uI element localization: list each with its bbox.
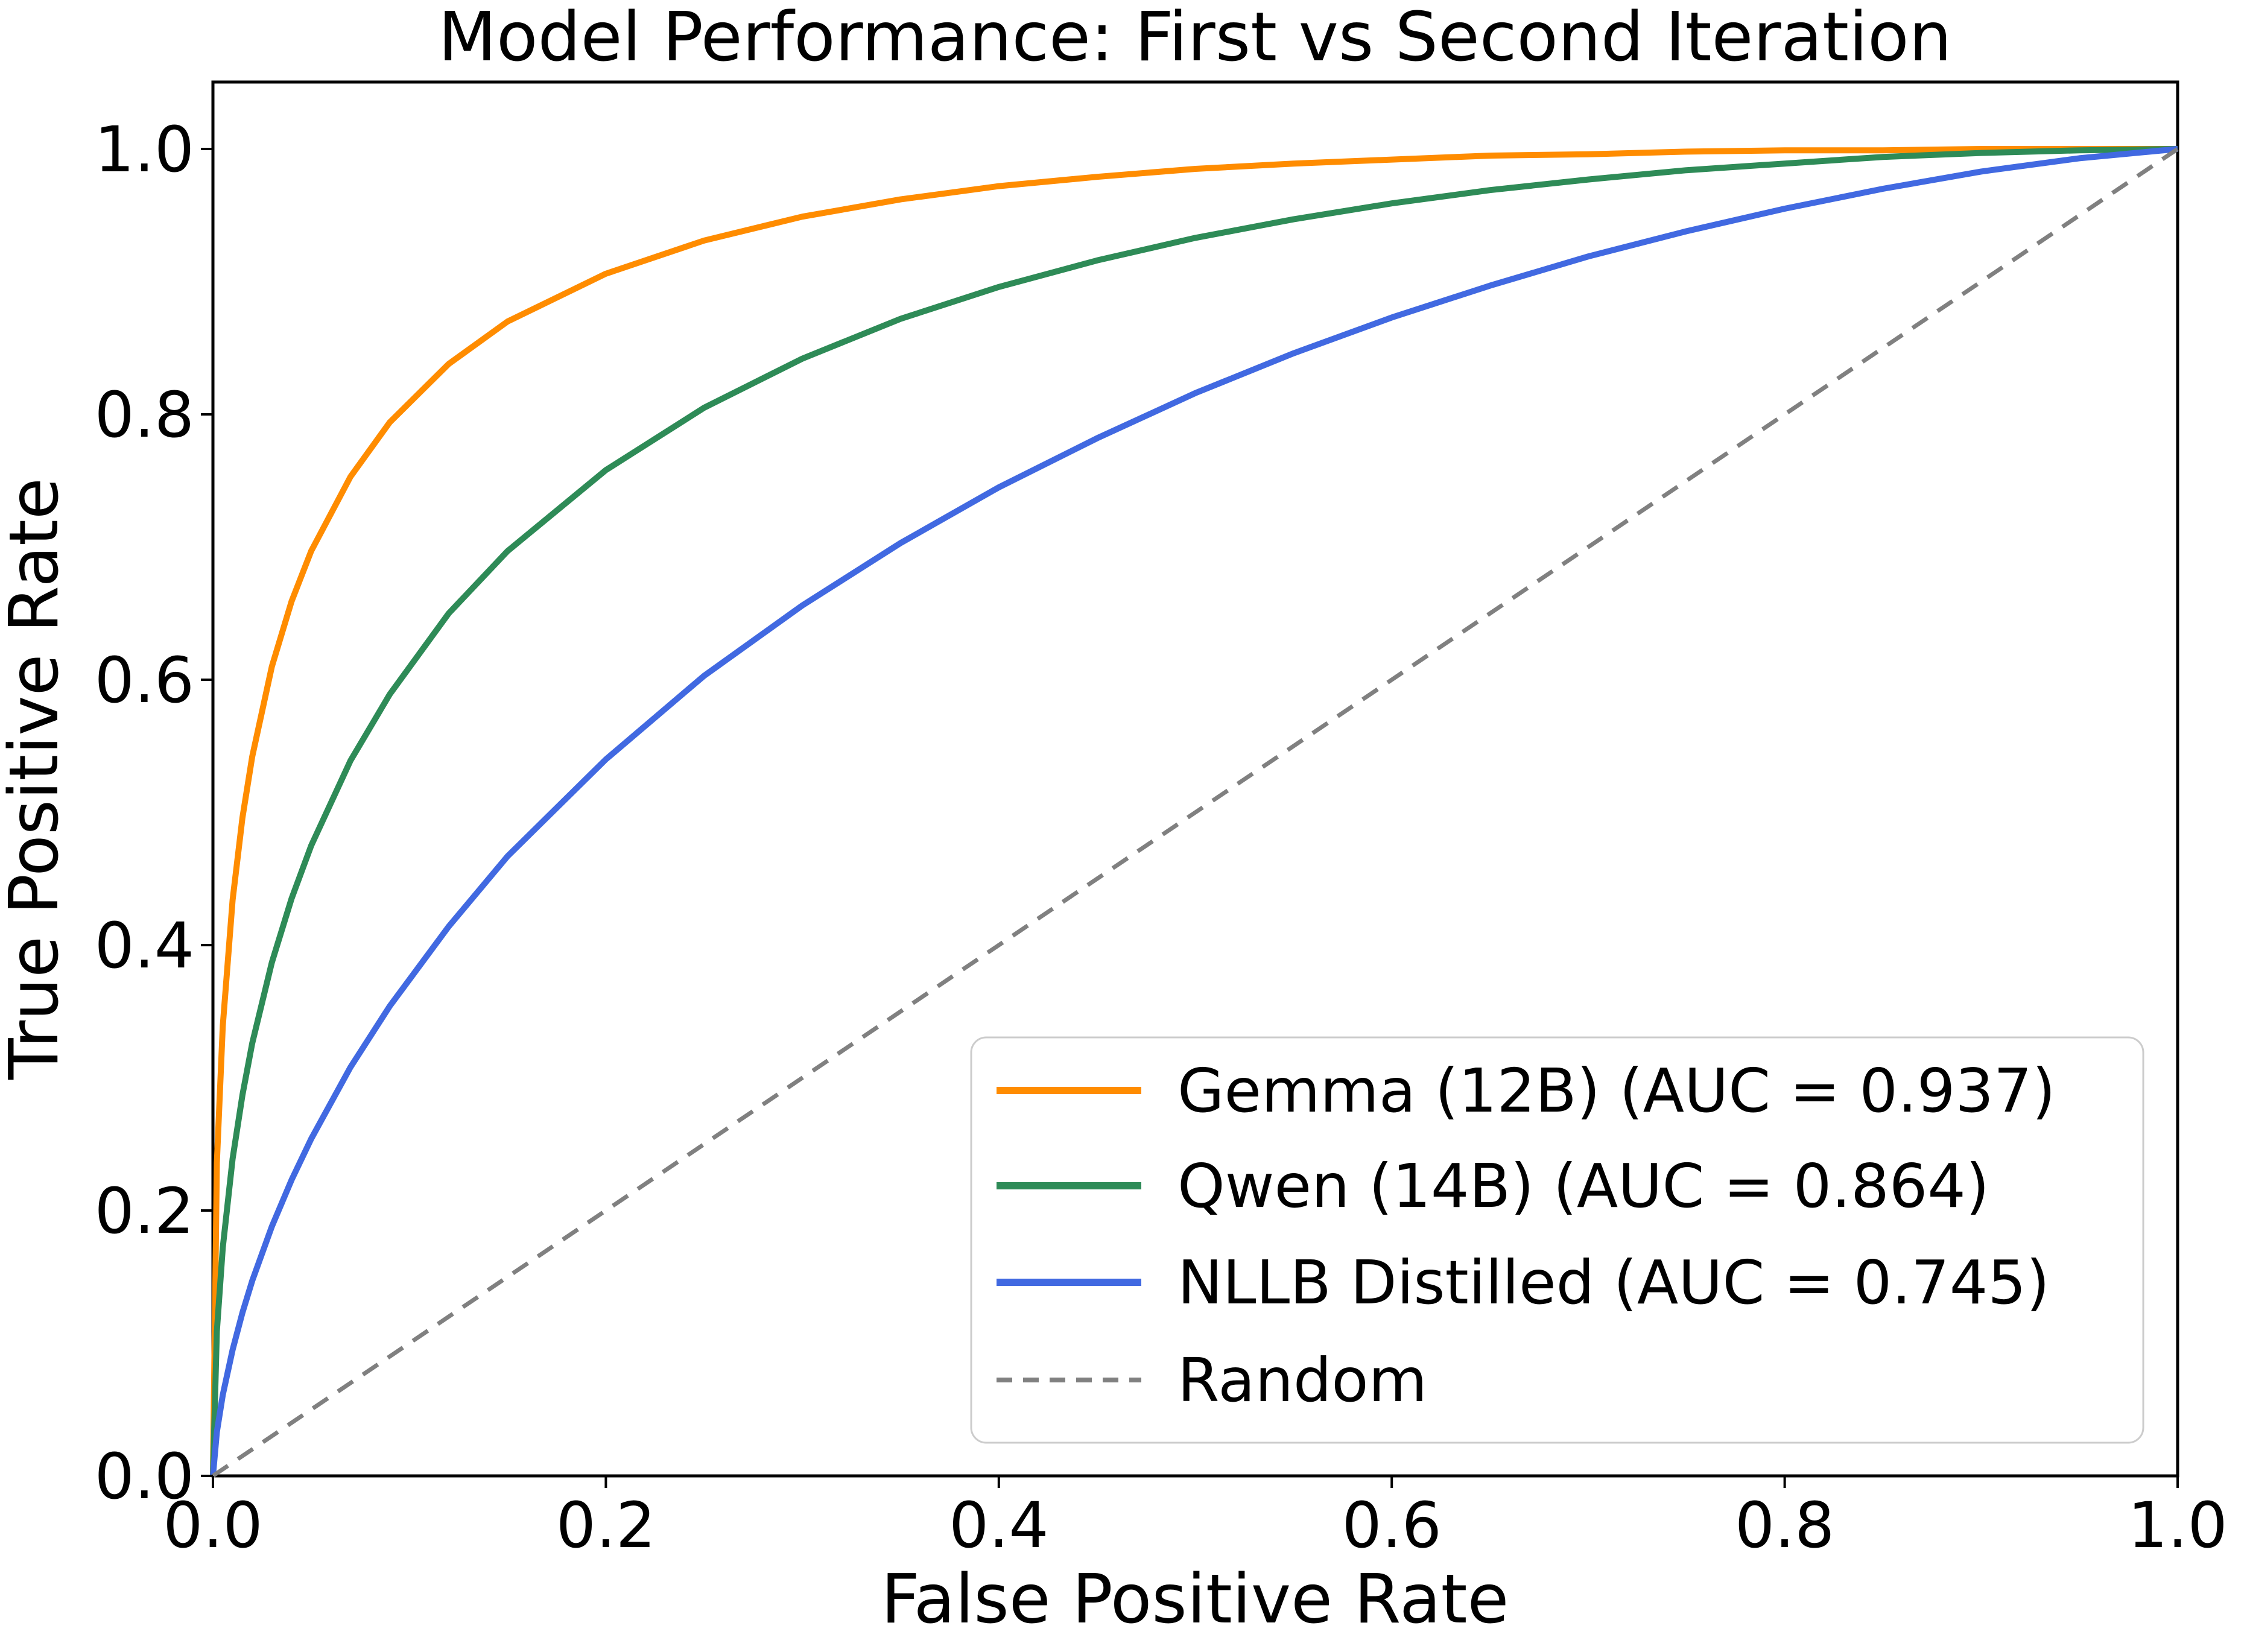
- y-tick-label: 0.2: [95, 1174, 194, 1248]
- y-tick-label: 0.8: [95, 378, 194, 452]
- x-tick-label: 0.0: [163, 1489, 262, 1562]
- y-tick-label: 0.0: [95, 1440, 194, 1513]
- y-axis-label: True Positive Rate: [0, 478, 74, 1080]
- roc-curve-random: [212, 147, 2179, 1478]
- x-axis-ticks: 0.0 0.2 0.4 0.6 0.8 1.0: [163, 1476, 2228, 1562]
- legend: Gemma (12B) (AUC = 0.937) Qwen (14B) (AUC…: [970, 1036, 2144, 1444]
- roc-curve-gemma: [210, 146, 2178, 1476]
- y-axis-ticks: 0.0 0.2 0.4 0.6 0.8 1.0: [95, 113, 213, 1513]
- x-tick-label: 0.2: [556, 1489, 656, 1562]
- legend-label-gemma: Gemma (12B) (AUC = 0.937): [1177, 1055, 2056, 1126]
- y-tick-label: 0.6: [95, 644, 194, 717]
- plot-area-frame: [211, 80, 2179, 1478]
- x-tick-label: 0.8: [1735, 1489, 1834, 1562]
- x-tick-label: 0.6: [1342, 1489, 1441, 1562]
- roc-curve-qwen: [210, 146, 2178, 1476]
- roc-curves: [210, 146, 2179, 1478]
- x-tick-label: 1.0: [2128, 1489, 2227, 1562]
- y-tick-label: 0.4: [95, 909, 194, 983]
- roc-curve-nllb: [210, 146, 2178, 1476]
- x-tick-label: 0.4: [949, 1489, 1048, 1562]
- legend-box: [970, 1036, 2144, 1444]
- legend-label-qwen: Qwen (14B) (AUC = 0.864): [1177, 1151, 1989, 1221]
- chart-title: Model Performance: First vs Second Itera…: [438, 0, 1951, 77]
- x-axis-label: False Positive Rate: [881, 1560, 1509, 1639]
- legend-label-nllb: NLLB Distilled (AUC = 0.745): [1177, 1247, 2050, 1318]
- y-tick-label: 1.0: [95, 113, 194, 186]
- legend-label-random: Random: [1177, 1345, 1427, 1416]
